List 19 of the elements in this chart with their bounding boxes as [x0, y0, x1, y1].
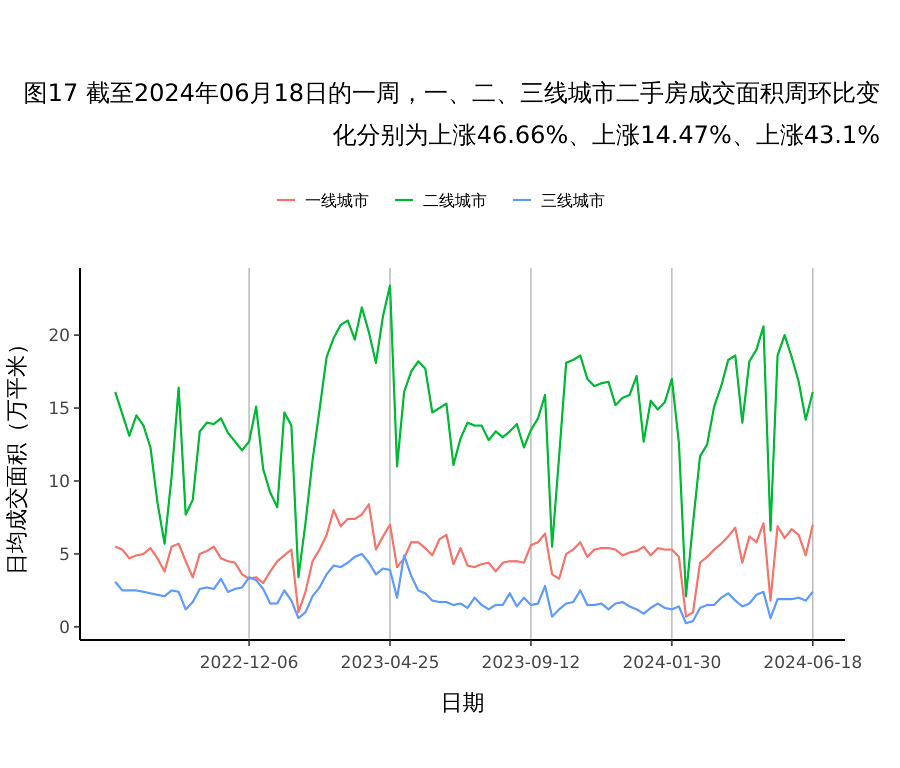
legend-label: 三线城市 — [541, 191, 605, 210]
x-axis-title: 日期 — [440, 691, 484, 716]
x-tick-label: 2024-06-18 — [763, 653, 862, 673]
legend-label: 一线城市 — [305, 191, 369, 210]
x-tick-label: 2024-01-30 — [622, 653, 722, 673]
y-tick-label: 5 — [59, 544, 70, 565]
y-tick-label: 20 — [48, 326, 70, 346]
y-tick-label: 10 — [48, 472, 70, 492]
x-tick-label: 2022-12-06 — [200, 653, 299, 673]
chart-title: 图17 截至2024年06月18日的一周，一、二、三线城市二手房成交面积周环比变化分别为上涨46.66%、上涨14.47%、上涨43.1% — [22, 78, 880, 151]
legend-二线城市: 二线城市 — [395, 191, 487, 210]
x-tick-label: 2023-04-25 — [340, 653, 440, 673]
legend-三线城市: 三线城市 — [513, 191, 605, 210]
legend-label: 二线城市 — [423, 191, 487, 210]
y-tick-label: 15 — [48, 399, 70, 420]
x-tick-label: 2023-09-12 — [482, 653, 580, 673]
legend-一线城市: 一线城市 — [277, 191, 369, 210]
y-tick-label: 0 — [59, 618, 70, 638]
y-axis-title: 日均成交面积（万平米） — [5, 333, 30, 575]
